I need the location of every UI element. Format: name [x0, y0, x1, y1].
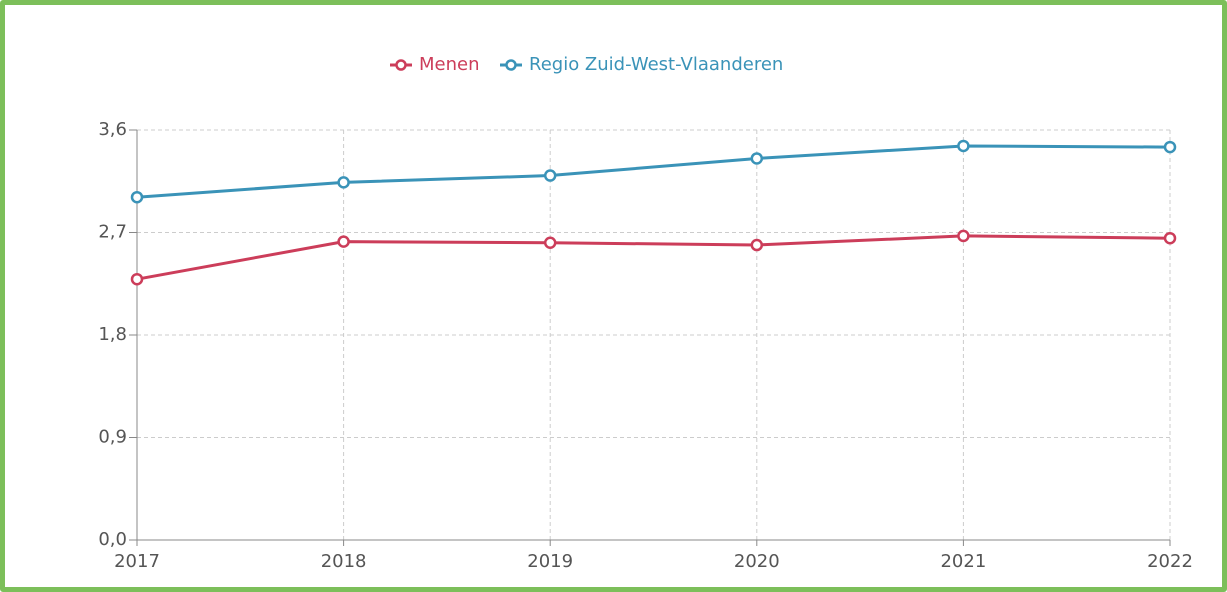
data-point: [750, 152, 764, 165]
x-tick-label: 2022: [1147, 551, 1193, 572]
x-tick-label: 2021: [940, 551, 986, 572]
data-point: [543, 236, 557, 249]
x-tick-label: 2017: [114, 551, 160, 572]
data-point: [957, 139, 970, 153]
y-tick-label: 2,7: [98, 222, 127, 243]
data-point: [337, 235, 350, 248]
legend-marker: [505, 59, 517, 71]
y-tick-label: 0,9: [98, 427, 127, 448]
data-point: [543, 169, 557, 182]
y-tick-label: 1,8: [98, 324, 127, 345]
x-tick-label: 2019: [527, 551, 573, 572]
y-tick-label: 0,0: [98, 529, 127, 550]
legend-label: Regio Zuid-West-Vlaanderen: [529, 54, 783, 75]
legend-label: Menen: [419, 54, 480, 75]
y-tick-label: 3,6: [98, 119, 127, 140]
series-line: [136, 234, 1171, 281]
data-point: [1163, 140, 1177, 154]
data-point: [130, 272, 144, 286]
x-tick-label: 2020: [734, 551, 780, 572]
x-tick-label: 2018: [321, 551, 367, 572]
data-point: [337, 176, 350, 189]
data-point: [957, 229, 970, 243]
data-point: [750, 238, 764, 252]
data-point: [1163, 231, 1177, 245]
legend-marker: [395, 59, 407, 71]
series-line: [136, 144, 1171, 199]
data-point: [130, 190, 144, 204]
